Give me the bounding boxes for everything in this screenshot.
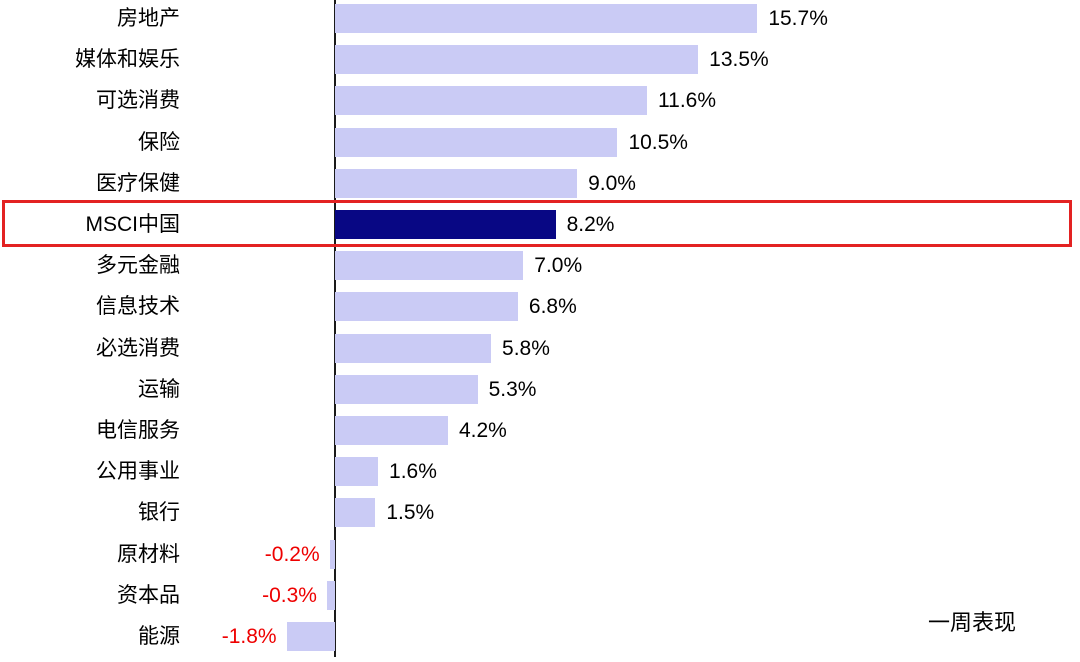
bar-row: 信息技术 6.8%	[0, 286, 1080, 327]
value-label: 5.8%	[502, 336, 550, 360]
value-label: 9.0%	[588, 171, 636, 195]
bar-row: 房地产 15.7%	[0, 0, 1080, 39]
value-label: 8.2%	[566, 213, 615, 236]
category-label: 可选消费	[96, 89, 180, 113]
category-label: 信息技术	[96, 295, 180, 319]
value-label: 15.7%	[768, 7, 828, 30]
category-label: 医疗保健	[96, 171, 180, 195]
bar-row: 公用事业 1.6%	[0, 451, 1080, 492]
category-label: 房地产	[117, 7, 180, 30]
bar	[335, 333, 492, 363]
y-axis-line	[334, 0, 336, 657]
category-label: 银行	[138, 501, 180, 525]
value-label: 13.5%	[709, 48, 769, 72]
value-label: -0.3%	[262, 583, 317, 607]
bar-row: 电信服务 4.2%	[0, 410, 1080, 451]
category-label: 多元金融	[96, 254, 180, 278]
category-label: 保险	[138, 130, 180, 154]
bar	[335, 457, 379, 487]
bar	[335, 374, 478, 404]
bar-row: 媒体和娱乐 13.5%	[0, 39, 1080, 80]
bar-row: 多元金融 7.0%	[0, 245, 1080, 286]
bar-row: 医疗保健 9.0%	[0, 163, 1080, 204]
bar	[335, 45, 699, 75]
bar	[286, 622, 335, 651]
value-label: 7.0%	[534, 254, 583, 278]
bar-row: MSCI中国 8.2%	[0, 200, 1080, 248]
bar	[335, 86, 648, 116]
value-label: 10.5%	[628, 130, 688, 154]
bar	[335, 498, 376, 528]
bar-row: 可选消费 11.6%	[0, 80, 1080, 121]
category-label: 原材料	[117, 542, 180, 566]
bar-row: 保险 10.5%	[0, 122, 1080, 163]
bar	[335, 127, 618, 157]
value-label: 1.6%	[389, 460, 437, 484]
category-label: 能源	[138, 625, 180, 648]
legend-label: 一周表现	[927, 610, 1016, 635]
category-label: 资本品	[117, 583, 180, 607]
category-label: 必选消费	[96, 336, 180, 360]
bar	[326, 580, 335, 610]
value-label: 5.3%	[488, 377, 537, 401]
value-label: 1.5%	[386, 501, 435, 525]
bar	[335, 168, 578, 198]
value-label: -1.8%	[221, 625, 277, 648]
bar	[335, 4, 758, 33]
value-label: 11.6%	[658, 89, 717, 113]
bar	[335, 292, 518, 322]
bar	[335, 416, 448, 445]
bar-row: 运输 5.3%	[0, 369, 1080, 410]
bar	[329, 539, 335, 569]
bar-row: 资本品 -0.3%	[0, 575, 1080, 616]
bar	[335, 251, 524, 281]
value-label: 4.2%	[458, 419, 507, 442]
category-label: 媒体和娱乐	[75, 48, 180, 72]
category-label: MSCI中国	[85, 213, 181, 236]
bar-row: 银行 1.5%	[0, 492, 1080, 533]
value-label: 6.8%	[528, 295, 577, 319]
category-label: 电信服务	[96, 419, 180, 442]
bar-row: 能源 -1.8%	[0, 616, 1080, 657]
bar	[335, 210, 556, 239]
bar-row: 必选消费 5.8%	[0, 328, 1080, 369]
category-label: 公用事业	[96, 460, 180, 484]
category-label: 运输	[138, 377, 180, 401]
value-label: -0.2%	[264, 542, 320, 566]
bar-row: 原材料 -0.2%	[0, 534, 1080, 575]
